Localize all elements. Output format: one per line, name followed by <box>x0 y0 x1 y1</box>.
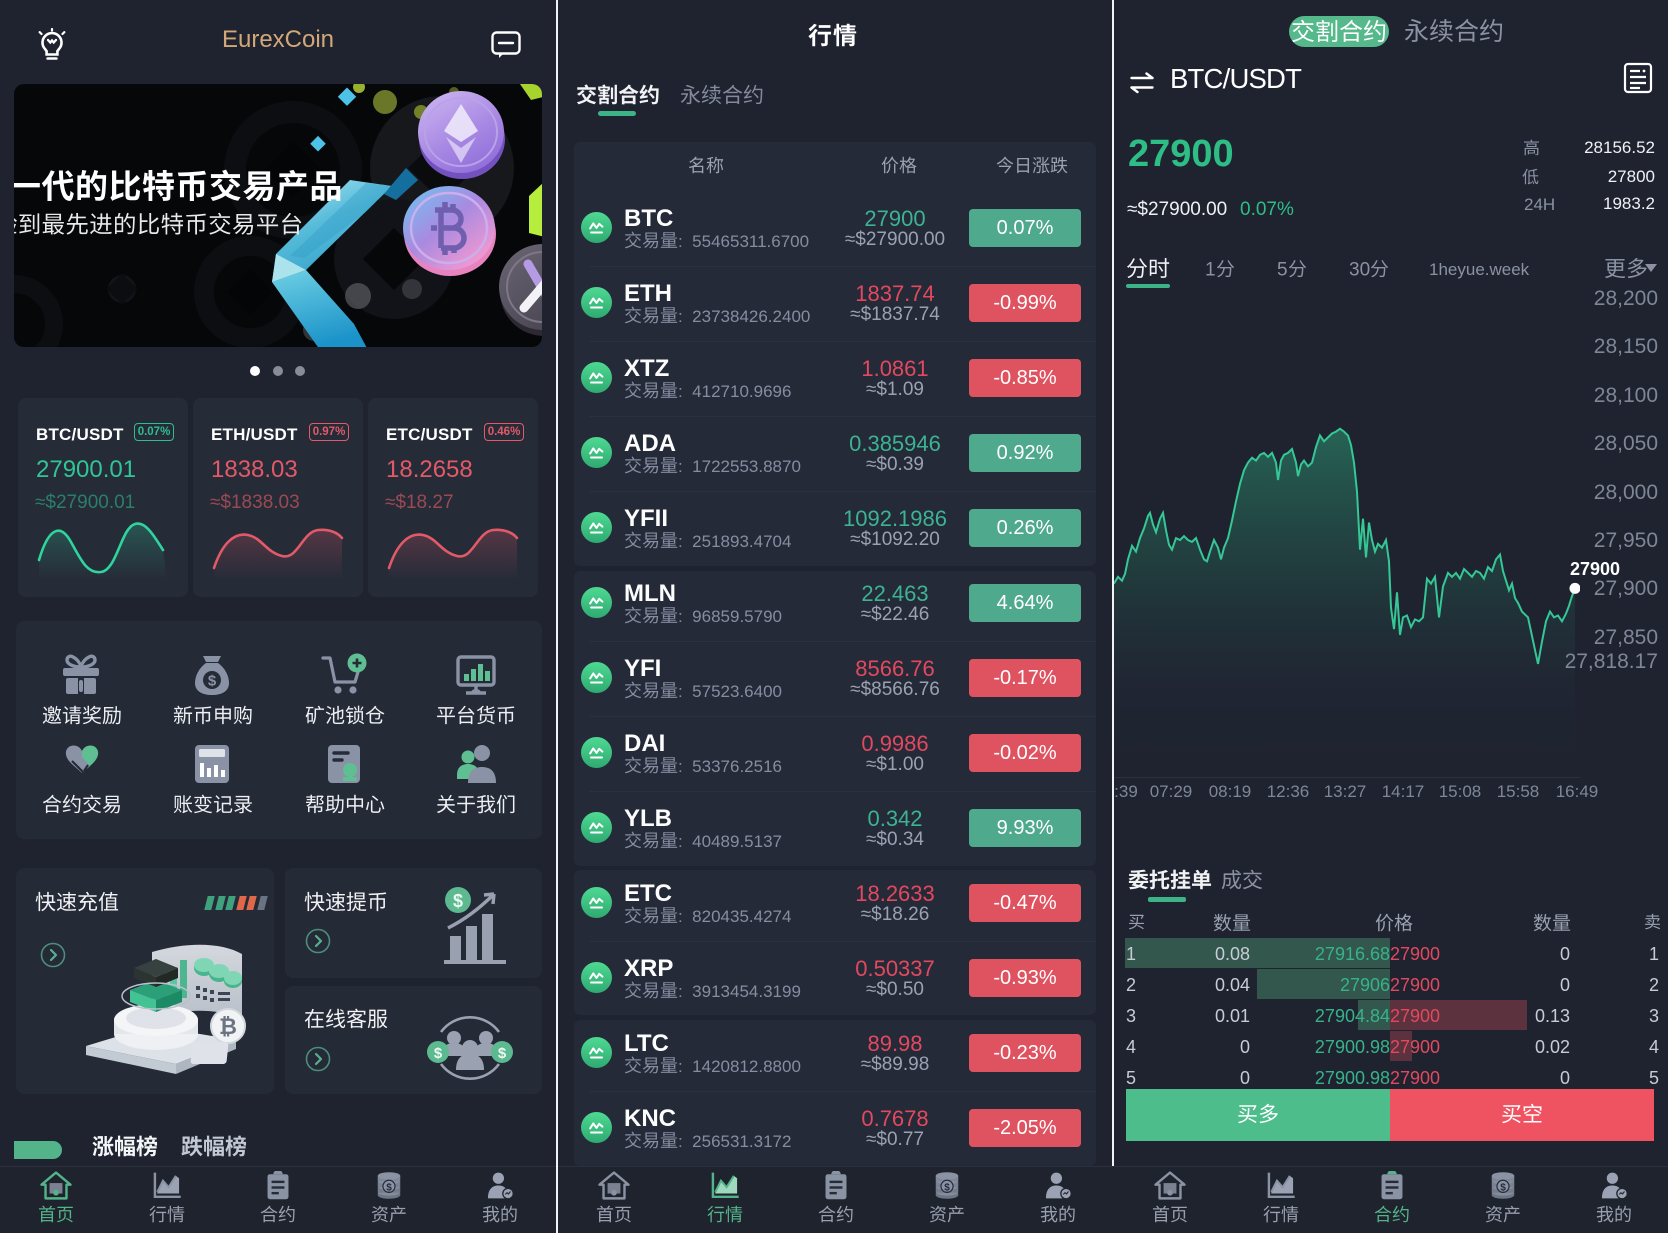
svg-text:$: $ <box>1500 1182 1506 1193</box>
svg-text:$: $ <box>208 673 217 690</box>
svg-text:$: $ <box>434 1045 443 1062</box>
svg-text:$: $ <box>386 1182 392 1193</box>
svg-text:$: $ <box>453 891 463 911</box>
svg-text:$: $ <box>498 1045 507 1062</box>
svg-text:₿: ₿ <box>219 1014 237 1039</box>
svg-text:$: $ <box>944 1182 950 1193</box>
